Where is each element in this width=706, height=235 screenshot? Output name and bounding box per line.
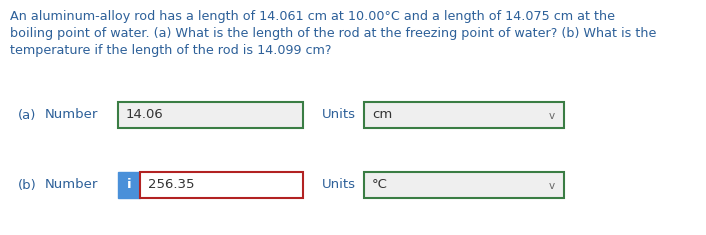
Text: (a): (a) <box>18 109 37 121</box>
Text: 14.06: 14.06 <box>126 109 164 121</box>
Text: temperature if the length of the rod is 14.099 cm?: temperature if the length of the rod is … <box>10 44 332 57</box>
Text: cm: cm <box>372 109 393 121</box>
Text: Units: Units <box>322 109 356 121</box>
Text: v: v <box>549 111 555 121</box>
Text: boiling point of water. (a) What is the length of the rod at the freezing point : boiling point of water. (a) What is the … <box>10 27 657 40</box>
FancyBboxPatch shape <box>140 172 303 198</box>
FancyBboxPatch shape <box>364 102 564 128</box>
Text: i: i <box>126 179 131 192</box>
Text: 256.35: 256.35 <box>148 179 194 192</box>
FancyBboxPatch shape <box>364 172 564 198</box>
Text: (b): (b) <box>18 179 37 192</box>
FancyBboxPatch shape <box>118 172 140 198</box>
Text: °C: °C <box>372 179 388 192</box>
Text: An aluminum-alloy rod has a length of 14.061 cm at 10.00°C and a length of 14.07: An aluminum-alloy rod has a length of 14… <box>10 10 615 23</box>
Text: v: v <box>549 181 555 191</box>
Text: Number: Number <box>45 109 98 121</box>
Text: Number: Number <box>45 179 98 192</box>
Text: Units: Units <box>322 179 356 192</box>
FancyBboxPatch shape <box>118 102 303 128</box>
